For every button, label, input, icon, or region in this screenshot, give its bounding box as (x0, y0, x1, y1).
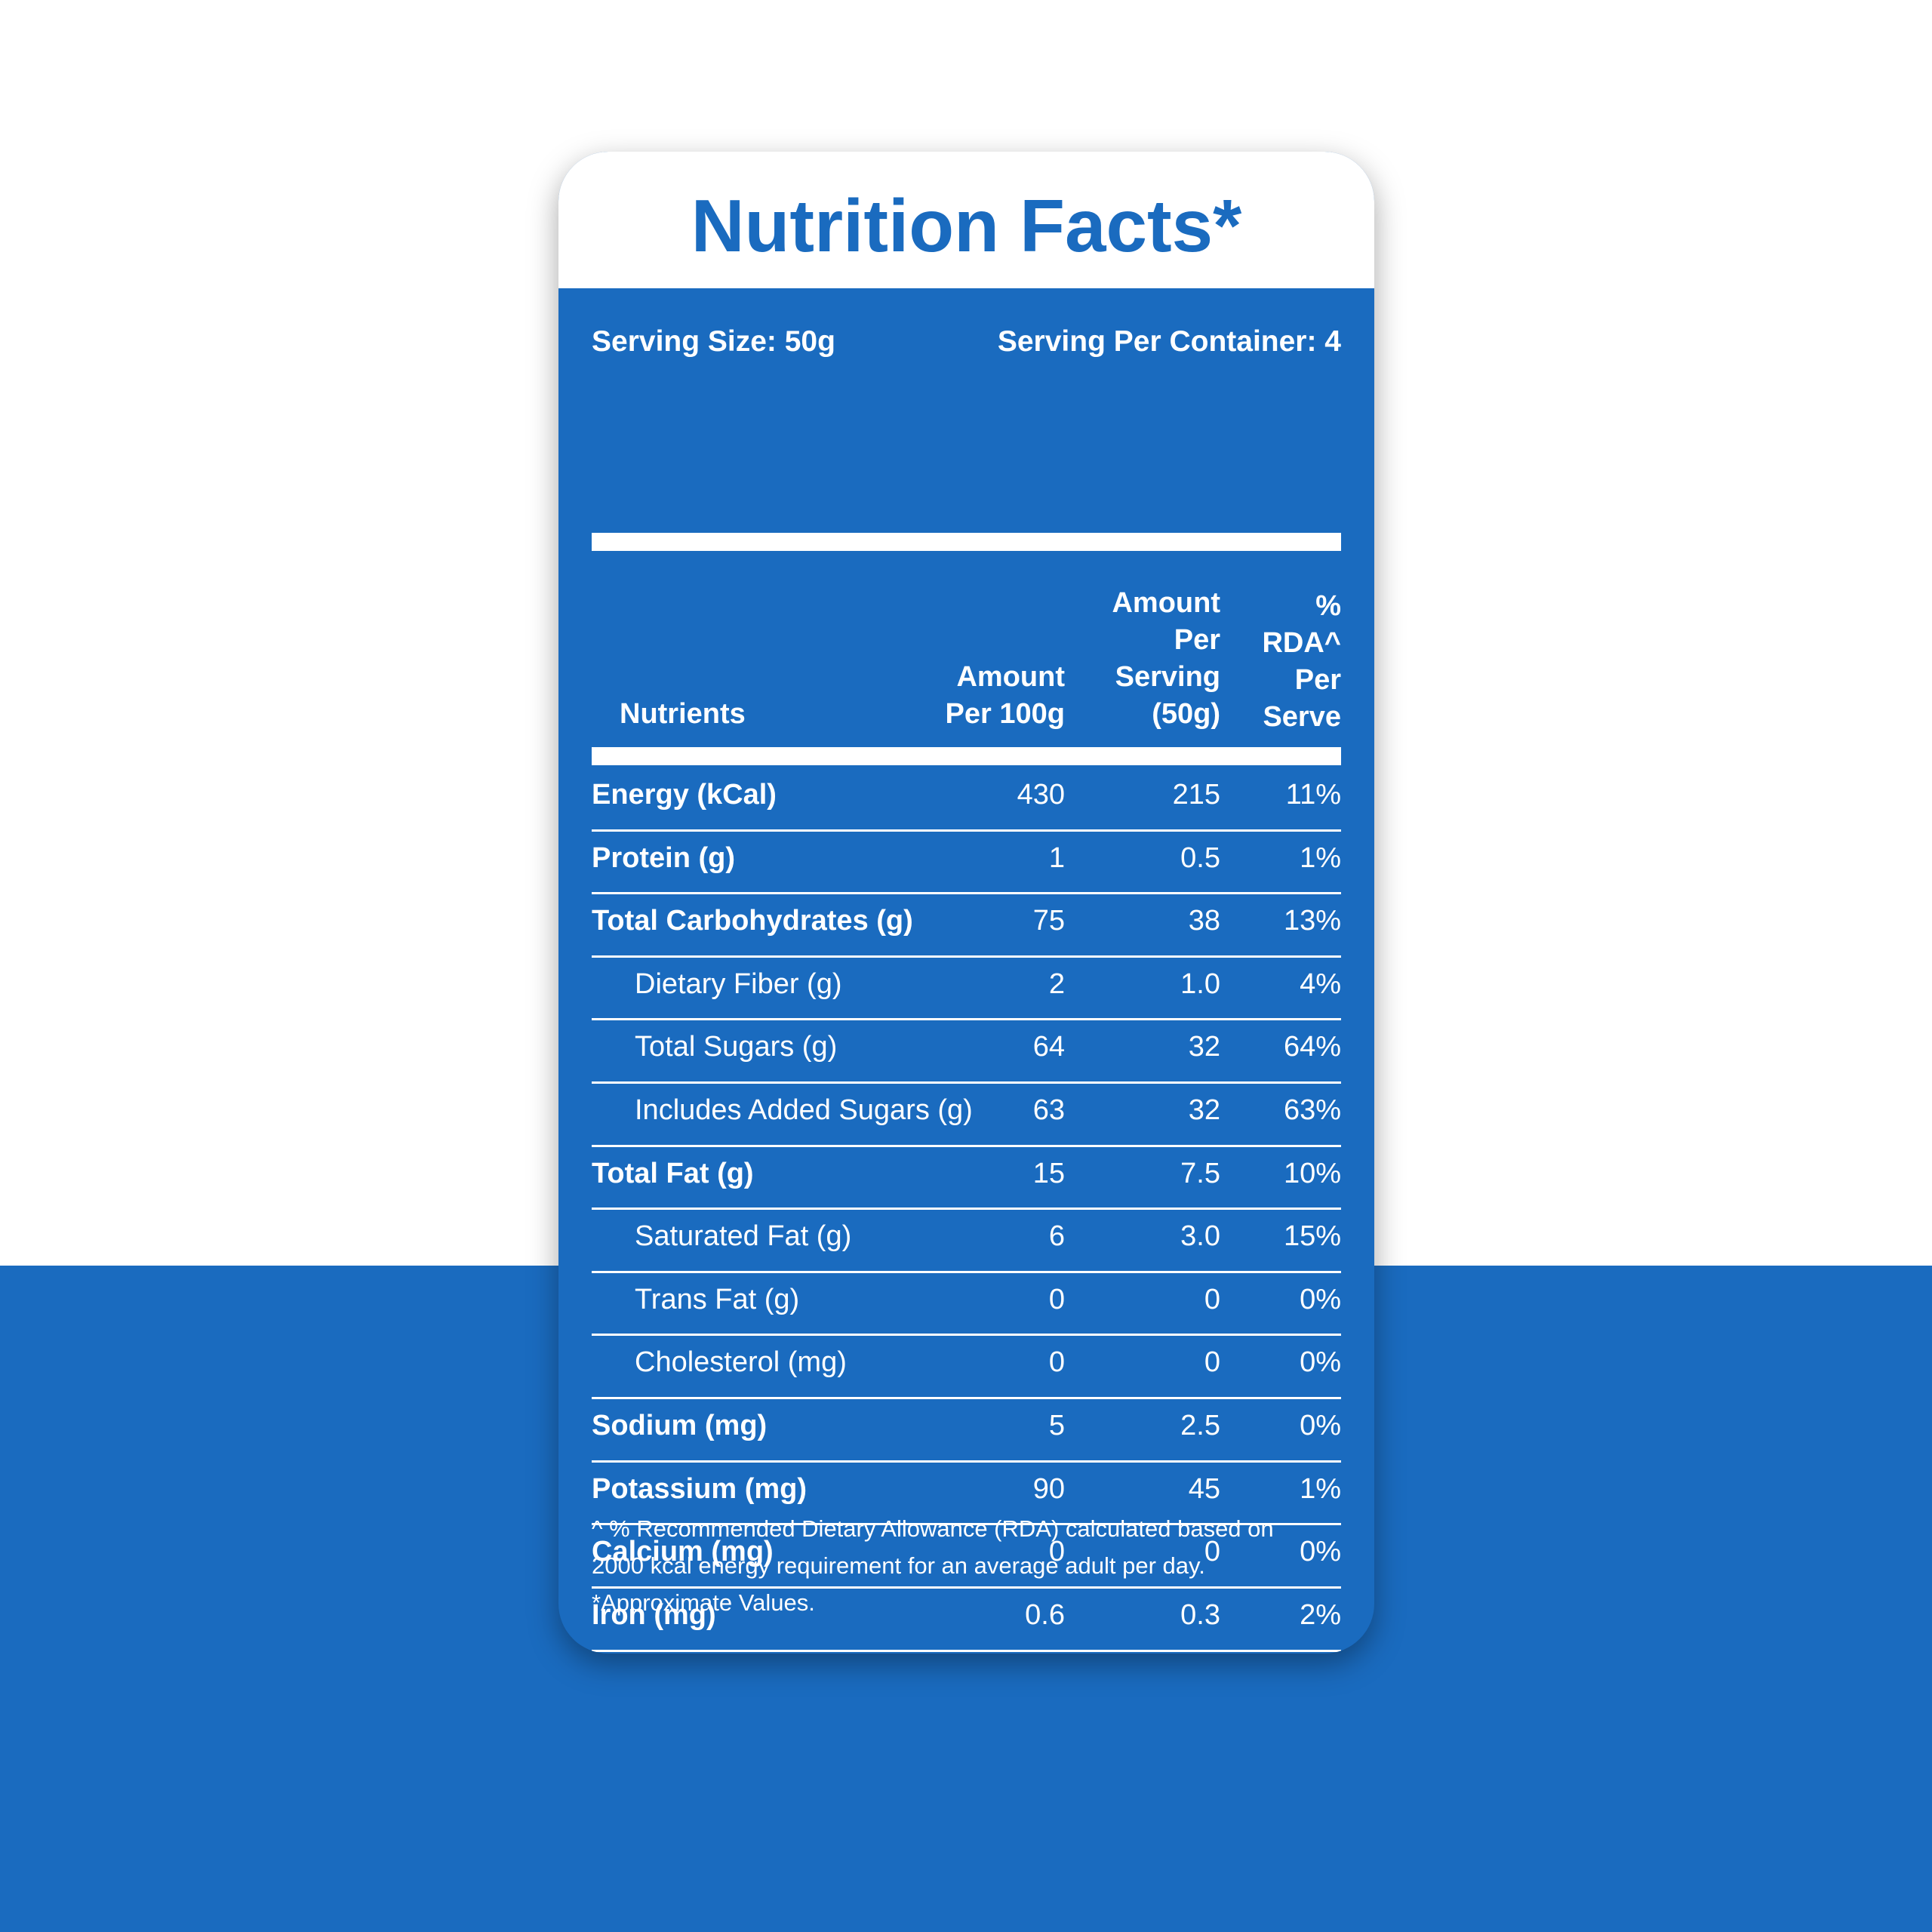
nutrient-value: 0 (1204, 1283, 1220, 1315)
nutrient-value: 2% (1300, 1598, 1341, 1631)
nutrient-name: Energy (kCal) (592, 779, 777, 811)
nutrient-value: 0 (1204, 1536, 1220, 1568)
nutrient-value: 0 (1204, 1346, 1220, 1379)
nutrient-value: 7.5 (1180, 1157, 1220, 1189)
nutrient-value: 13% (1283, 905, 1341, 937)
nutrient-row: Protein (g) 1 0.5 1% (592, 832, 1341, 895)
nutrient-value: 0 (1048, 1536, 1065, 1568)
nutrient-value: 1% (1300, 1472, 1341, 1505)
nutrient-name: Calcium (mg) (592, 1536, 774, 1568)
column-title: Amount Per 100g (945, 661, 1065, 730)
nutrient-name: Total Sugars (g) (635, 1031, 838, 1063)
nutrient-name: Sodium (mg) (592, 1410, 768, 1442)
nutrient-value: 5 (1048, 1410, 1065, 1442)
nutrient-value: 75 (1032, 905, 1065, 937)
footnote: ^ % Recommended Dietary Allowance (RDA) … (592, 1515, 1274, 1579)
serving-size: Serving Size: 50g (592, 325, 835, 358)
servings-per-container: Serving Per Container: 4 (997, 325, 1341, 358)
nutrient-value: 90 (1032, 1472, 1065, 1505)
nutrient-value: 0% (1300, 1536, 1341, 1568)
sub-nutrient-row: Cholesterol (mg) 0 0 0% (592, 1336, 1341, 1400)
sub-nutrient-row: Dietary Fiber (g) 2 1.0 4% (592, 958, 1341, 1021)
note: *Approximate Values. (592, 1589, 815, 1616)
nutrient-value: 15 (1032, 1157, 1065, 1189)
nutrient-value: 0 (1048, 1283, 1065, 1315)
sub-nutrient-row: Includes Added Sugars (g) 63 32 63% (592, 1084, 1341, 1147)
divider (592, 747, 1341, 765)
nutrient-value: 10% (1283, 1157, 1341, 1189)
title: Nutrition Facts* (691, 184, 1242, 267)
nutrient-value: 4% (1300, 968, 1341, 1000)
nutrient-name: Potassium (mg) (592, 1472, 808, 1505)
column-title: % RDA^ Per Serve (1262, 590, 1341, 733)
nutrient-row: Sodium (mg) 5 2.5 0% (592, 1399, 1341, 1463)
nutrient-value: 0% (1300, 1410, 1341, 1442)
nutrient-value: 1 (1048, 841, 1065, 874)
nutrient-value: 38 (1188, 905, 1220, 937)
nutrient-value: 0% (1300, 1283, 1341, 1315)
nutrient-value: 32 (1188, 1031, 1220, 1063)
nutrient-value: 15% (1283, 1220, 1341, 1253)
nutrient-row: Iron (mg) 0.6 0.3 2% (592, 1589, 1341, 1652)
nutrient-name: Dietary Fiber (g) (635, 968, 842, 1000)
nutrient-value: 1.0 (1180, 968, 1220, 1000)
nutrient-value: 45 (1188, 1472, 1220, 1505)
nutrient-value: 1% (1300, 841, 1341, 874)
nutrient-value: 64 (1032, 1031, 1065, 1063)
nutrient-row: Energy (kCal) 430 215 11% (592, 768, 1341, 832)
nutrient-name: Trans Fat (g) (635, 1283, 800, 1315)
nutrient-row: Total Fat (g) 15 7.5 10% (592, 1147, 1341, 1211)
nutrient-name: Protein (g) (592, 841, 735, 874)
divider (592, 533, 1341, 551)
footnotes: ^ % Recommended Dietary Allowance (RDA) … (592, 1510, 1316, 1621)
column-title: Amount Per Serving (50g) (1112, 587, 1220, 730)
nutrient-name: Saturated Fat (g) (635, 1220, 852, 1253)
nutrient-name: Cholesterol (mg) (635, 1346, 847, 1379)
nutrient-value: 0.6 (1025, 1598, 1065, 1631)
sub-nutrient-row: Trans Fat (g) 0 0 0% (592, 1273, 1341, 1337)
nutrient-value: 2 (1048, 968, 1065, 1000)
nutrient-row: Calcium (mg) 0 0 0% (592, 1525, 1341, 1589)
nutrient-value: 0 (1048, 1346, 1065, 1379)
nutrient-value: 0.5 (1180, 841, 1220, 874)
nutrient-name: Total Carbohydrates (g) (592, 905, 913, 937)
nutrient-value: 0% (1300, 1346, 1341, 1379)
nutrient-value: 63 (1032, 1094, 1065, 1127)
nutrient-value: 430 (1017, 779, 1065, 811)
nutrient-value: 3.0 (1180, 1220, 1220, 1253)
nutrient-value: 11% (1285, 779, 1341, 811)
nutrient-value: 32 (1188, 1094, 1220, 1127)
nutrient-value: 2.5 (1180, 1410, 1220, 1442)
nutrient-name: Includes Added Sugars (g) (635, 1094, 973, 1127)
nutrient-row: Total Carbohydrates (g) 75 38 13% (592, 894, 1341, 958)
column-title: Nutrients (620, 698, 746, 730)
nutrient-name: Iron (mg) (592, 1598, 716, 1631)
sub-nutrient-row: Total Sugars (g) 64 32 64% (592, 1020, 1341, 1084)
nutrient-value: 64% (1283, 1031, 1341, 1063)
nutrient-row: Potassium (mg) 90 45 1% (592, 1463, 1341, 1526)
column-header: Nutrients Amount Per 100g Amount Per Ser… (592, 544, 1341, 733)
nutrient-value: 0.3 (1180, 1598, 1220, 1631)
nutrient-value: 63% (1283, 1094, 1341, 1127)
label-card: Nutrition Facts* Serving Size: 50g Servi… (558, 152, 1374, 1654)
nutrient-value: 215 (1172, 779, 1220, 811)
sub-nutrient-row: Saturated Fat (g) 6 3.0 15% (592, 1210, 1341, 1273)
title-band (558, 152, 1374, 288)
nutrient-value: 6 (1048, 1220, 1065, 1253)
nutrient-name: Total Fat (g) (592, 1157, 754, 1189)
